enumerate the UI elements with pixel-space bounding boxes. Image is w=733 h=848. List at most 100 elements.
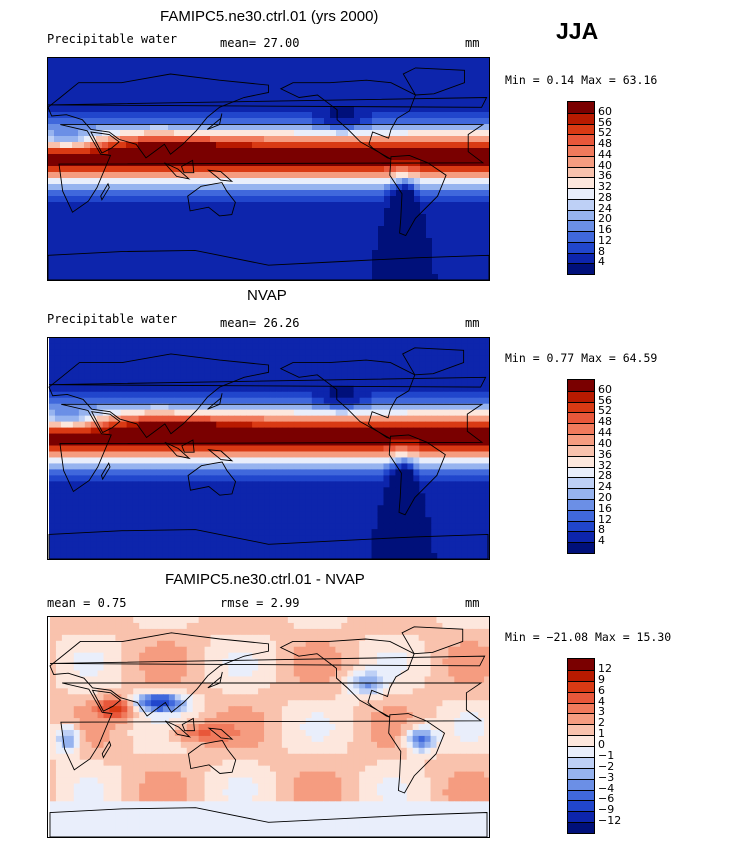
coastline <box>100 182 110 201</box>
colorbar-swatch <box>568 231 594 242</box>
colorbar-swatch <box>568 177 594 188</box>
colorbar-tick-label: 40 <box>598 436 612 450</box>
colorbar <box>567 379 595 554</box>
colorbar-tick-label: 20 <box>598 490 612 504</box>
coastline <box>180 159 195 174</box>
colorbar-swatch <box>568 509 594 521</box>
colorbar-tick-label: 48 <box>598 137 612 150</box>
colorbar-swatch <box>568 444 594 456</box>
mean-label: mean= 27.00 <box>220 36 300 50</box>
mean-label: mean = 0.75 <box>47 596 127 610</box>
colorbar-tick-label: 4 <box>598 694 605 708</box>
colorbar-tick-label: 36 <box>598 447 612 461</box>
coastline <box>207 393 223 410</box>
colorbar-swatch <box>568 724 594 736</box>
coastline <box>49 807 488 837</box>
units-label: mm <box>465 596 480 610</box>
colorbar-swatch <box>568 669 594 681</box>
coastline <box>49 655 486 667</box>
colorbar-tick-label: 16 <box>598 223 612 236</box>
colorbar-tick-label: 8 <box>598 244 605 258</box>
coastline <box>90 131 120 154</box>
panel-title: FAMIPC5.ne30.ctrl.01 (yrs 2000) <box>160 8 379 25</box>
coastline <box>90 411 121 434</box>
colorbar-swatch <box>568 498 594 510</box>
colorbar-tick-label: 44 <box>598 426 612 440</box>
min-max-label: Min = 0.14 Max = 63.16 <box>505 73 658 87</box>
coastline <box>279 359 416 440</box>
colorbar-swatch <box>568 680 594 692</box>
colorbar-swatch <box>568 390 594 402</box>
coastline <box>164 162 191 180</box>
colorbar-tick-label: −4 <box>598 781 615 795</box>
colorbar-swatch <box>568 800 594 812</box>
colorbar-tick-label: −12 <box>598 814 622 828</box>
coastline <box>48 73 269 159</box>
coastline <box>207 113 223 130</box>
colorbar-tick-label: 0 <box>598 738 605 751</box>
coastline <box>207 449 234 462</box>
colorbar-swatch <box>568 531 594 543</box>
coastline <box>402 347 465 376</box>
rmse-label: rmse = 2.99 <box>220 596 300 610</box>
panel-title: FAMIPC5.ne30.ctrl.01 - NVAP <box>165 571 365 588</box>
colorbar-tick-label: 12 <box>598 512 612 526</box>
season-label: JJA <box>556 18 599 44</box>
colorbar-tick-label: 44 <box>598 147 612 161</box>
colorbar-tick-label: 4 <box>598 534 605 548</box>
panel-title: NVAP <box>247 287 287 304</box>
coastline <box>279 79 417 160</box>
colorbar-swatch <box>568 434 594 445</box>
colorbar-swatch <box>568 380 594 391</box>
colorbar-tick-label: 1 <box>598 727 605 741</box>
colorbar-swatch <box>568 477 594 489</box>
colorbar-swatch <box>568 811 594 823</box>
colorbar-tick-label: 2 <box>598 716 605 730</box>
colorbar <box>567 101 595 275</box>
colorbar-swatch <box>568 241 594 253</box>
colorbar-swatch <box>568 220 594 231</box>
colorbar-tick-label: −6 <box>598 792 615 806</box>
coastline <box>100 462 111 481</box>
colorbar-tick-label: 28 <box>598 190 612 204</box>
coastline <box>48 353 269 439</box>
coastline <box>48 376 487 388</box>
colorbar <box>567 658 595 834</box>
colorbar-swatch <box>568 112 594 124</box>
coastline <box>402 67 465 96</box>
colorbar-swatch <box>568 659 594 670</box>
colorbar-tick-label: 6 <box>598 683 605 697</box>
colorbar-swatch <box>568 198 594 210</box>
colorbar-swatch <box>568 713 594 725</box>
colorbar-swatch <box>568 134 594 145</box>
coastline <box>48 249 489 280</box>
colorbar-tick-label: 40 <box>598 158 612 172</box>
coastline <box>187 739 237 774</box>
colorbar-swatch <box>568 542 594 553</box>
colorbar-swatch <box>568 520 594 532</box>
colorbar-tick-label: 20 <box>598 212 612 226</box>
mean-label: mean= 26.26 <box>220 316 300 330</box>
coastline <box>207 169 234 182</box>
colorbar-tick-label: 12 <box>598 233 612 247</box>
min-max-label: Min = 0.77 Max = 64.59 <box>505 351 658 365</box>
coastline <box>388 434 446 516</box>
colorbar-swatch <box>568 412 594 424</box>
colorbar-tick-label: −1 <box>598 748 615 762</box>
coastline <box>49 632 269 717</box>
colorbar-tick-label: 4 <box>598 255 605 269</box>
colorbar-swatch <box>568 423 594 435</box>
colorbar-swatch <box>568 166 594 178</box>
colorbar-tick-label: 12 <box>598 661 612 675</box>
units-label: mm <box>465 36 480 50</box>
colorbar-swatch <box>568 102 594 113</box>
colorbar-tick-label: 56 <box>598 393 612 407</box>
colorbar-tick-label: 60 <box>598 382 612 396</box>
colorbar-tick-label: 48 <box>598 415 612 429</box>
coastline <box>401 626 464 655</box>
colorbar-tick-label: 8 <box>598 523 605 537</box>
colorbar-tick-label: 52 <box>598 404 612 418</box>
colorbar-tick-label: 56 <box>598 115 612 129</box>
colorbar-swatch <box>568 746 594 757</box>
coastline <box>389 154 447 237</box>
